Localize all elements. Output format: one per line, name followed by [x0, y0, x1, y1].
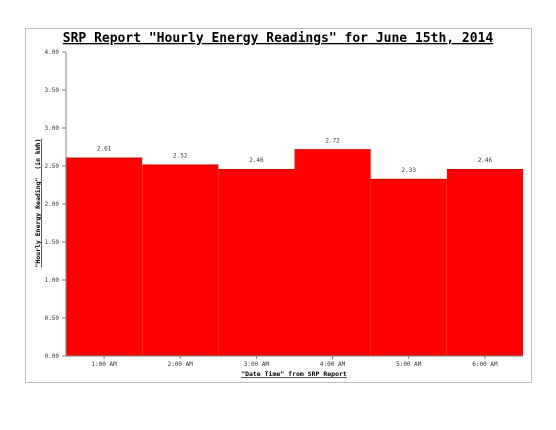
y-tick-label: 4.00	[45, 49, 60, 56]
bar	[142, 164, 219, 356]
bar	[66, 157, 143, 356]
y-tick-label: 3.00	[45, 125, 60, 132]
x-tick-label: 1:00 AM	[91, 361, 117, 368]
y-tick-label: 1.50	[45, 239, 60, 246]
bar-data-label: 2.72	[325, 137, 340, 144]
x-axis: 1:00 AM 2:00 AM 3:00 AM 4:00 AM 5:00 AM 6:00 …	[91, 356, 498, 368]
x-tick-label: 2:00 AM	[168, 361, 194, 368]
bar-data-labels: 2.61 2.52 2.46 2.72 2.33 2.46	[97, 137, 493, 174]
bar-data-label: 2.46	[478, 157, 493, 164]
bar-data-label: 2.46	[249, 157, 264, 164]
chart-title: SRP Report "Hourly Energy Readings" for …	[63, 31, 494, 46]
x-tick-label: 4:00 AM	[320, 361, 346, 368]
chart-frame	[25, 28, 532, 383]
y-tick-label: 1.00	[45, 277, 60, 284]
x-tick-label: 6:00 AM	[472, 361, 498, 368]
x-tick-label: 3:00 AM	[244, 361, 270, 368]
bar-data-label: 2.61	[97, 146, 112, 153]
bar-data-label: 2.33	[402, 167, 417, 174]
y-tick-label: 0.50	[45, 315, 60, 322]
bar-data-label: 2.52	[173, 152, 188, 159]
y-tick-label: 0.00	[45, 353, 60, 360]
bar	[446, 169, 523, 356]
bar	[218, 169, 295, 356]
x-axis-title: "Date Time" from SRP Report	[241, 370, 347, 378]
x-tick-label: 5:00 AM	[396, 361, 422, 368]
bars	[66, 149, 523, 356]
y-tick-label: 2.00	[45, 201, 60, 208]
y-axis: 0.00 0.50 1.00 1.50 2.00 2.50 3.00 3.50 4.00	[45, 49, 66, 360]
y-tick-label: 2.50	[45, 163, 60, 170]
y-axis-title: "Hourly Energy Reading" (in kWh)	[34, 138, 42, 267]
bar	[370, 178, 447, 356]
y-tick-label: 3.50	[45, 87, 60, 94]
bar	[294, 149, 371, 356]
